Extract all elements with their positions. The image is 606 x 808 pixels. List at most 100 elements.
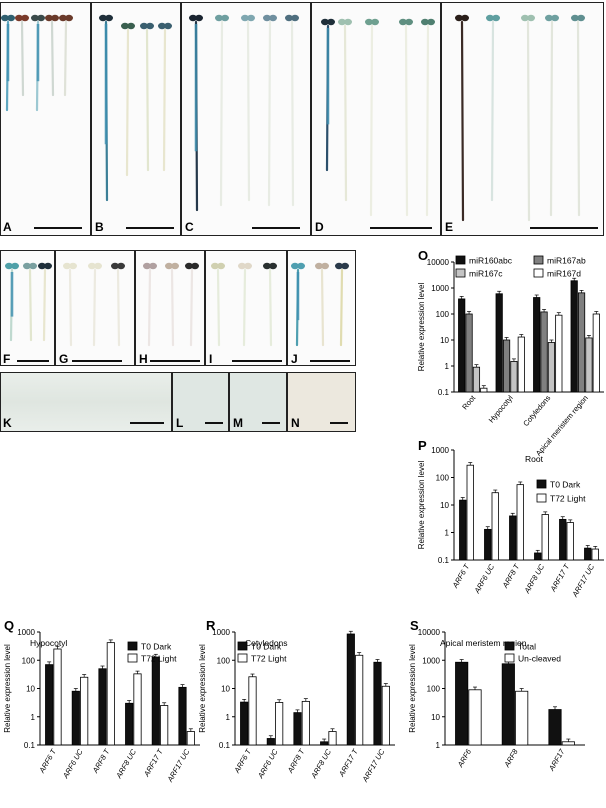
seedling-cotyledon <box>327 18 335 26</box>
seedling-cotyledon <box>455 14 463 22</box>
bar <box>584 547 592 561</box>
seedling-cotyledon <box>291 262 299 270</box>
y-tick-label: 0.1 <box>219 741 231 750</box>
panel-label-P: P <box>418 438 427 453</box>
scale-bar-J <box>310 360 350 362</box>
panel-label-J: J <box>291 352 298 366</box>
bar <box>266 738 275 746</box>
bar <box>275 702 284 746</box>
seedling-stem <box>42 268 47 342</box>
bar <box>373 661 382 746</box>
photo-panel-H <box>135 250 205 366</box>
bar <box>80 676 89 746</box>
bar <box>516 484 524 561</box>
bar <box>559 518 567 561</box>
x-tick-label: Cotyledons <box>521 393 552 428</box>
panel-label-G: G <box>59 352 69 366</box>
y-tick-label: 10 <box>221 685 230 694</box>
y-tick-label: 1000 <box>212 628 230 637</box>
bar <box>293 712 302 746</box>
panel-label-M: M <box>233 416 243 430</box>
bar <box>468 689 482 746</box>
seedling-cotyledon <box>365 18 373 26</box>
bar <box>548 709 562 746</box>
bar <box>455 661 469 746</box>
y-tick-label: 0.1 <box>24 741 36 750</box>
seedling-cotyledon <box>195 14 203 22</box>
seedling-cotyledon <box>427 18 435 26</box>
y-tick-label: 10 <box>440 336 449 345</box>
x-tick-label: ARF6 UC <box>255 747 280 781</box>
x-tick-label: ARF8 <box>502 747 520 770</box>
legend-label: Total <box>518 642 536 652</box>
legend-label: miR167d <box>547 269 581 279</box>
legend-swatch <box>504 653 515 663</box>
x-tick-label: ARF6 UC <box>60 747 85 781</box>
seedling-stem <box>125 28 130 177</box>
seedling-stem <box>242 268 247 347</box>
seedling-cotyledon <box>291 14 299 22</box>
bar <box>547 342 556 393</box>
seedling-stem <box>28 268 33 342</box>
y-tick-label: 1 <box>445 529 450 538</box>
bar <box>151 656 160 746</box>
seedling-cotyledon <box>486 14 494 22</box>
seedling-cotyledon <box>1 14 9 22</box>
seedling-cotyledon <box>111 262 119 270</box>
seedling-cotyledon <box>461 14 469 22</box>
seedling-stem <box>460 20 465 222</box>
seedling-cotyledon <box>140 22 148 30</box>
bar <box>458 298 466 393</box>
y-tick-label: 0.1 <box>438 388 450 397</box>
bar <box>106 642 115 746</box>
seedling-stem <box>68 268 73 347</box>
panel-label-R: R <box>206 618 216 633</box>
seedling-stem <box>268 268 273 347</box>
seedling-cotyledon <box>44 262 52 270</box>
seedling-stem <box>92 268 97 347</box>
seedling-cotyledon <box>94 262 102 270</box>
y-axis-label: Relative expression level <box>417 283 426 372</box>
y-tick-label: 1 <box>436 741 441 750</box>
bar <box>570 280 578 393</box>
bar <box>533 297 541 393</box>
seedling-cotyledon <box>241 14 249 22</box>
seedling-cotyledon <box>269 14 277 22</box>
seedling-cotyledon <box>15 14 23 22</box>
seedling-cotyledon <box>185 262 193 270</box>
scale-bar-M <box>262 422 280 424</box>
legend-swatch <box>536 479 547 489</box>
seedling-cotyledon <box>321 262 329 270</box>
panel-label-O: O <box>418 248 429 263</box>
seedling-stem <box>162 28 167 172</box>
seedling-cotyledon <box>341 262 349 270</box>
seedling-cotyledon <box>492 14 500 22</box>
bar <box>160 705 169 746</box>
scale-bar-G <box>72 360 122 362</box>
chart-title: Root <box>525 454 544 464</box>
x-tick-label: ARF6 T <box>37 746 59 775</box>
bar <box>480 387 488 393</box>
x-tick-label: ARF8 UC <box>114 747 139 781</box>
seedling-cotyledon <box>297 262 305 270</box>
bar <box>301 700 310 746</box>
y-tick-label: 10 <box>431 713 440 722</box>
seedling-cotyledon <box>63 262 71 270</box>
seedling-stem <box>343 24 348 202</box>
x-tick-label: ARF17 T <box>141 746 165 779</box>
bar <box>495 293 503 393</box>
panel-label-F: F <box>3 352 11 366</box>
seedling-cotyledon <box>45 14 53 22</box>
bar <box>320 741 329 746</box>
chart-Q: 0.1 1 10 100 1000 Relative expression level Hy… <box>3 628 200 784</box>
y-axis-label: Relative expression level <box>3 644 12 733</box>
legend-label: T0 Dark <box>141 642 172 652</box>
seedling-cotyledon <box>263 262 271 270</box>
y-axis-label: Relative expression level <box>198 644 207 733</box>
y-tick-label: 1000 <box>422 656 440 665</box>
x-tick-label: ARF8 T <box>285 746 307 775</box>
bar <box>355 654 364 746</box>
seedling-stem <box>290 20 295 207</box>
seedling-cotyledon <box>11 262 19 270</box>
